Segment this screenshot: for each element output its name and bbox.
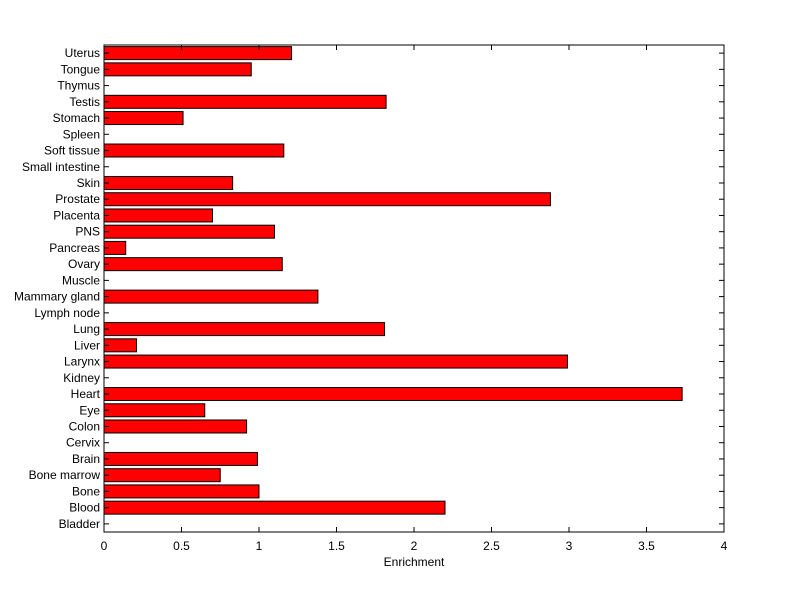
- category-label: Placenta: [53, 208, 100, 222]
- category-label: Liver: [74, 338, 100, 352]
- x-tick-label: 1.5: [328, 539, 345, 553]
- x-tick-label: 3: [566, 539, 573, 553]
- category-label: Colon: [69, 419, 100, 433]
- category-label: Mammary gland: [14, 290, 100, 304]
- x-tick-label: 4: [721, 539, 728, 553]
- x-tick-label: 0.5: [173, 539, 190, 553]
- category-label: Pancreas: [49, 241, 100, 255]
- x-tick-label: 0: [101, 539, 108, 553]
- category-label: Small intestine: [22, 160, 100, 174]
- category-label: Uterus: [65, 46, 100, 60]
- bar-mammary-gland: [103, 289, 319, 304]
- category-label: Brain: [72, 452, 100, 466]
- category-label: Spleen: [63, 127, 100, 141]
- category-label: Prostate: [55, 192, 100, 206]
- category-label: Thymus: [57, 79, 100, 93]
- bar-skin: [103, 175, 234, 190]
- x-tick-label: 1: [256, 539, 263, 553]
- category-label: Soft tissue: [44, 144, 100, 158]
- category-label: PNS: [75, 225, 100, 239]
- category-label: Bladder: [59, 517, 100, 531]
- category-label: Bone: [72, 484, 100, 498]
- bar-ovary: [103, 257, 283, 272]
- bar-eye: [103, 403, 206, 418]
- bar-soft-tissue: [103, 143, 285, 158]
- bar-pns: [103, 224, 275, 239]
- x-tick-label: 2.5: [483, 539, 500, 553]
- bar-tongue: [103, 62, 252, 77]
- bar-bone-marrow: [103, 468, 221, 483]
- category-label: Ovary: [68, 257, 100, 271]
- category-label: Eye: [79, 403, 100, 417]
- bar-larynx: [103, 354, 568, 369]
- bar-lung: [103, 322, 386, 337]
- category-label: Larynx: [64, 355, 100, 369]
- x-tick-labels-group: 0 0.5 1 1.5 2 2.5 3 3.5 4: [101, 539, 728, 553]
- ticks-group: [103, 45, 725, 532]
- category-label: Blood: [69, 501, 100, 515]
- bar-testis: [103, 94, 387, 109]
- bar-prostate: [103, 192, 551, 207]
- category-label: Lung: [73, 322, 100, 336]
- x-axis-label: Enrichment: [384, 555, 445, 569]
- bar-stomach: [103, 111, 184, 126]
- bar-bone: [103, 484, 260, 499]
- plot-frame: [103, 44, 725, 533]
- category-label: Muscle: [62, 273, 100, 287]
- category-label: Kidney: [63, 371, 100, 385]
- category-labels-group: Bladder Blood Bone Bone marrow Brain Cervix Co…: [14, 46, 101, 531]
- category-label: Skin: [77, 176, 100, 190]
- category-label: Tongue: [61, 62, 101, 76]
- category-label: Cervix: [66, 436, 100, 450]
- category-label: Heart: [71, 387, 101, 401]
- bar-blood: [103, 500, 446, 515]
- bar-placenta: [103, 208, 213, 223]
- bar-colon: [103, 419, 248, 434]
- category-label: Bone marrow: [29, 468, 101, 482]
- x-tick-label: 2: [411, 539, 418, 553]
- category-label: Testis: [69, 95, 100, 109]
- bar-heart: [103, 387, 683, 402]
- x-tick-label: 3.5: [638, 539, 655, 553]
- bar-uterus: [103, 46, 293, 61]
- category-label: Lymph node: [34, 306, 100, 320]
- bar-brain: [103, 451, 258, 466]
- category-label: Stomach: [53, 111, 100, 125]
